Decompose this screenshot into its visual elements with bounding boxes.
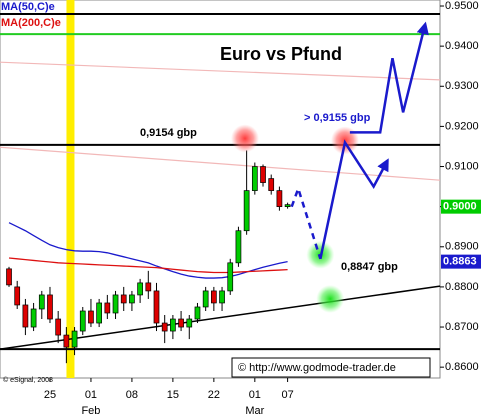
source-box [231, 357, 431, 378]
candle-body [194, 306, 201, 320]
month-label: Feb [81, 405, 100, 417]
candle-body [202, 290, 209, 308]
candle-body [235, 230, 242, 264]
price-tag [441, 199, 481, 214]
legend-entry: MA(200,C)e [1, 17, 61, 29]
annotation: 0,8847 gbp [341, 261, 398, 273]
candle-body [112, 294, 119, 314]
x-tick-label: 22 [208, 389, 220, 401]
highlight-circle [230, 124, 259, 153]
y-tick-label: 0.8700 [445, 321, 479, 333]
candle-body [145, 282, 152, 292]
candle-body [284, 204, 291, 208]
candle-body [260, 166, 266, 183]
candle-body [71, 330, 78, 348]
trend-line [0, 61, 441, 81]
candle-body [30, 308, 37, 328]
x-tick-label: 01 [85, 389, 97, 401]
price-tag [441, 254, 481, 269]
credit: © eSignal, 2008 [3, 376, 53, 384]
ma-line [8, 257, 288, 274]
legend-entry: MA(50,C)e [1, 1, 55, 13]
price-tag-label: 0.9000 [443, 201, 477, 213]
y-tick-label: 0.8800 [445, 281, 479, 293]
y-tick-label: 0.8900 [445, 241, 479, 253]
candle-body [227, 262, 234, 292]
candle-body [170, 318, 176, 332]
chart-title: Euro vs Pfund [220, 44, 342, 64]
y-tick-label: 0.9300 [445, 80, 479, 92]
y-tick-label: 0.9500 [445, 0, 479, 12]
candle-body [268, 178, 275, 191]
candle-body [63, 334, 70, 348]
projection [349, 21, 429, 134]
candle-body [55, 318, 62, 336]
candle-body [120, 294, 127, 304]
candle-body [276, 190, 283, 208]
source: © http://www.godmode-trader.de [238, 362, 396, 374]
candle-body [137, 282, 143, 296]
candle-body [38, 294, 45, 310]
ma-line [8, 222, 288, 279]
projection [290, 184, 322, 260]
x-tick-label: 01 [249, 389, 261, 401]
price-tag-label: 0.8863 [443, 256, 477, 268]
candle-body [178, 318, 184, 328]
highlight-band [66, 0, 75, 378]
annotation: 0,9154 gbp [140, 127, 197, 139]
x-tick-label: 25 [44, 389, 56, 401]
y-tick-label: 0.8600 [445, 361, 479, 373]
candle-body [129, 294, 135, 304]
candle-body [88, 310, 94, 324]
candle-body [186, 318, 193, 328]
candle-body [153, 290, 160, 324]
candle-body [96, 302, 102, 324]
candle-body [79, 310, 86, 332]
month-label: Mar [245, 405, 264, 417]
annotation: > 0,9155 gbp [304, 112, 371, 124]
x-tick-label: 07 [281, 389, 293, 401]
candle-body [14, 286, 21, 306]
projection [319, 139, 389, 260]
candle-body [243, 190, 250, 232]
y-tick-label: 0.9400 [445, 40, 479, 52]
candle-body [6, 268, 12, 286]
candle-body [219, 290, 225, 304]
candle-body [211, 290, 217, 304]
highlight-circle [316, 284, 345, 313]
y-tick-label: 0.9200 [445, 120, 479, 132]
candle-body [251, 166, 258, 191]
x-tick-label: 08 [126, 389, 138, 401]
candle-body [104, 302, 111, 314]
candle-body [161, 322, 168, 332]
candle-body [47, 294, 53, 320]
y-tick-label: 0.9100 [445, 160, 479, 172]
x-tick-label: 15 [167, 389, 179, 401]
candle-body [22, 304, 29, 328]
